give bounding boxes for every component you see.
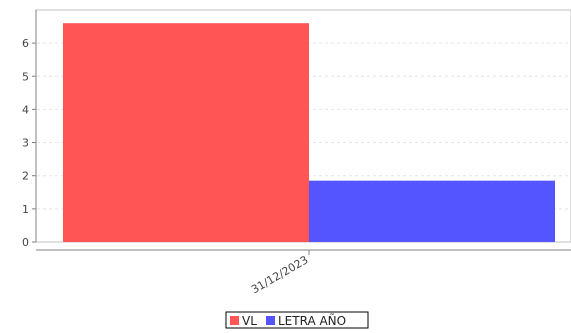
x-axis-ticks: 31/12/2023 bbox=[249, 250, 311, 296]
y-axis-ticks: 0 1 2 3 4 5 6 bbox=[22, 37, 36, 249]
y-tick-label: 0 bbox=[22, 236, 29, 249]
legend-swatch bbox=[266, 316, 275, 325]
legend-label: VL bbox=[242, 314, 257, 328]
x-tick-label: 31/12/2023 bbox=[249, 253, 310, 296]
y-tick-label: 3 bbox=[22, 137, 29, 150]
bar bbox=[309, 180, 555, 242]
legend-swatch bbox=[230, 316, 239, 325]
bar bbox=[63, 23, 309, 243]
y-tick-label: 4 bbox=[22, 103, 29, 116]
y-tick-label: 6 bbox=[22, 37, 29, 50]
y-tick-label: 1 bbox=[22, 203, 29, 216]
legend-box bbox=[225, 311, 369, 329]
y-tick-label: 2 bbox=[22, 170, 29, 183]
bars bbox=[63, 23, 555, 243]
y-tick-label: 5 bbox=[22, 70, 29, 83]
legend-label: LETRA AÑO bbox=[278, 313, 346, 328]
legend: VL LETRA AÑO bbox=[225, 311, 369, 329]
